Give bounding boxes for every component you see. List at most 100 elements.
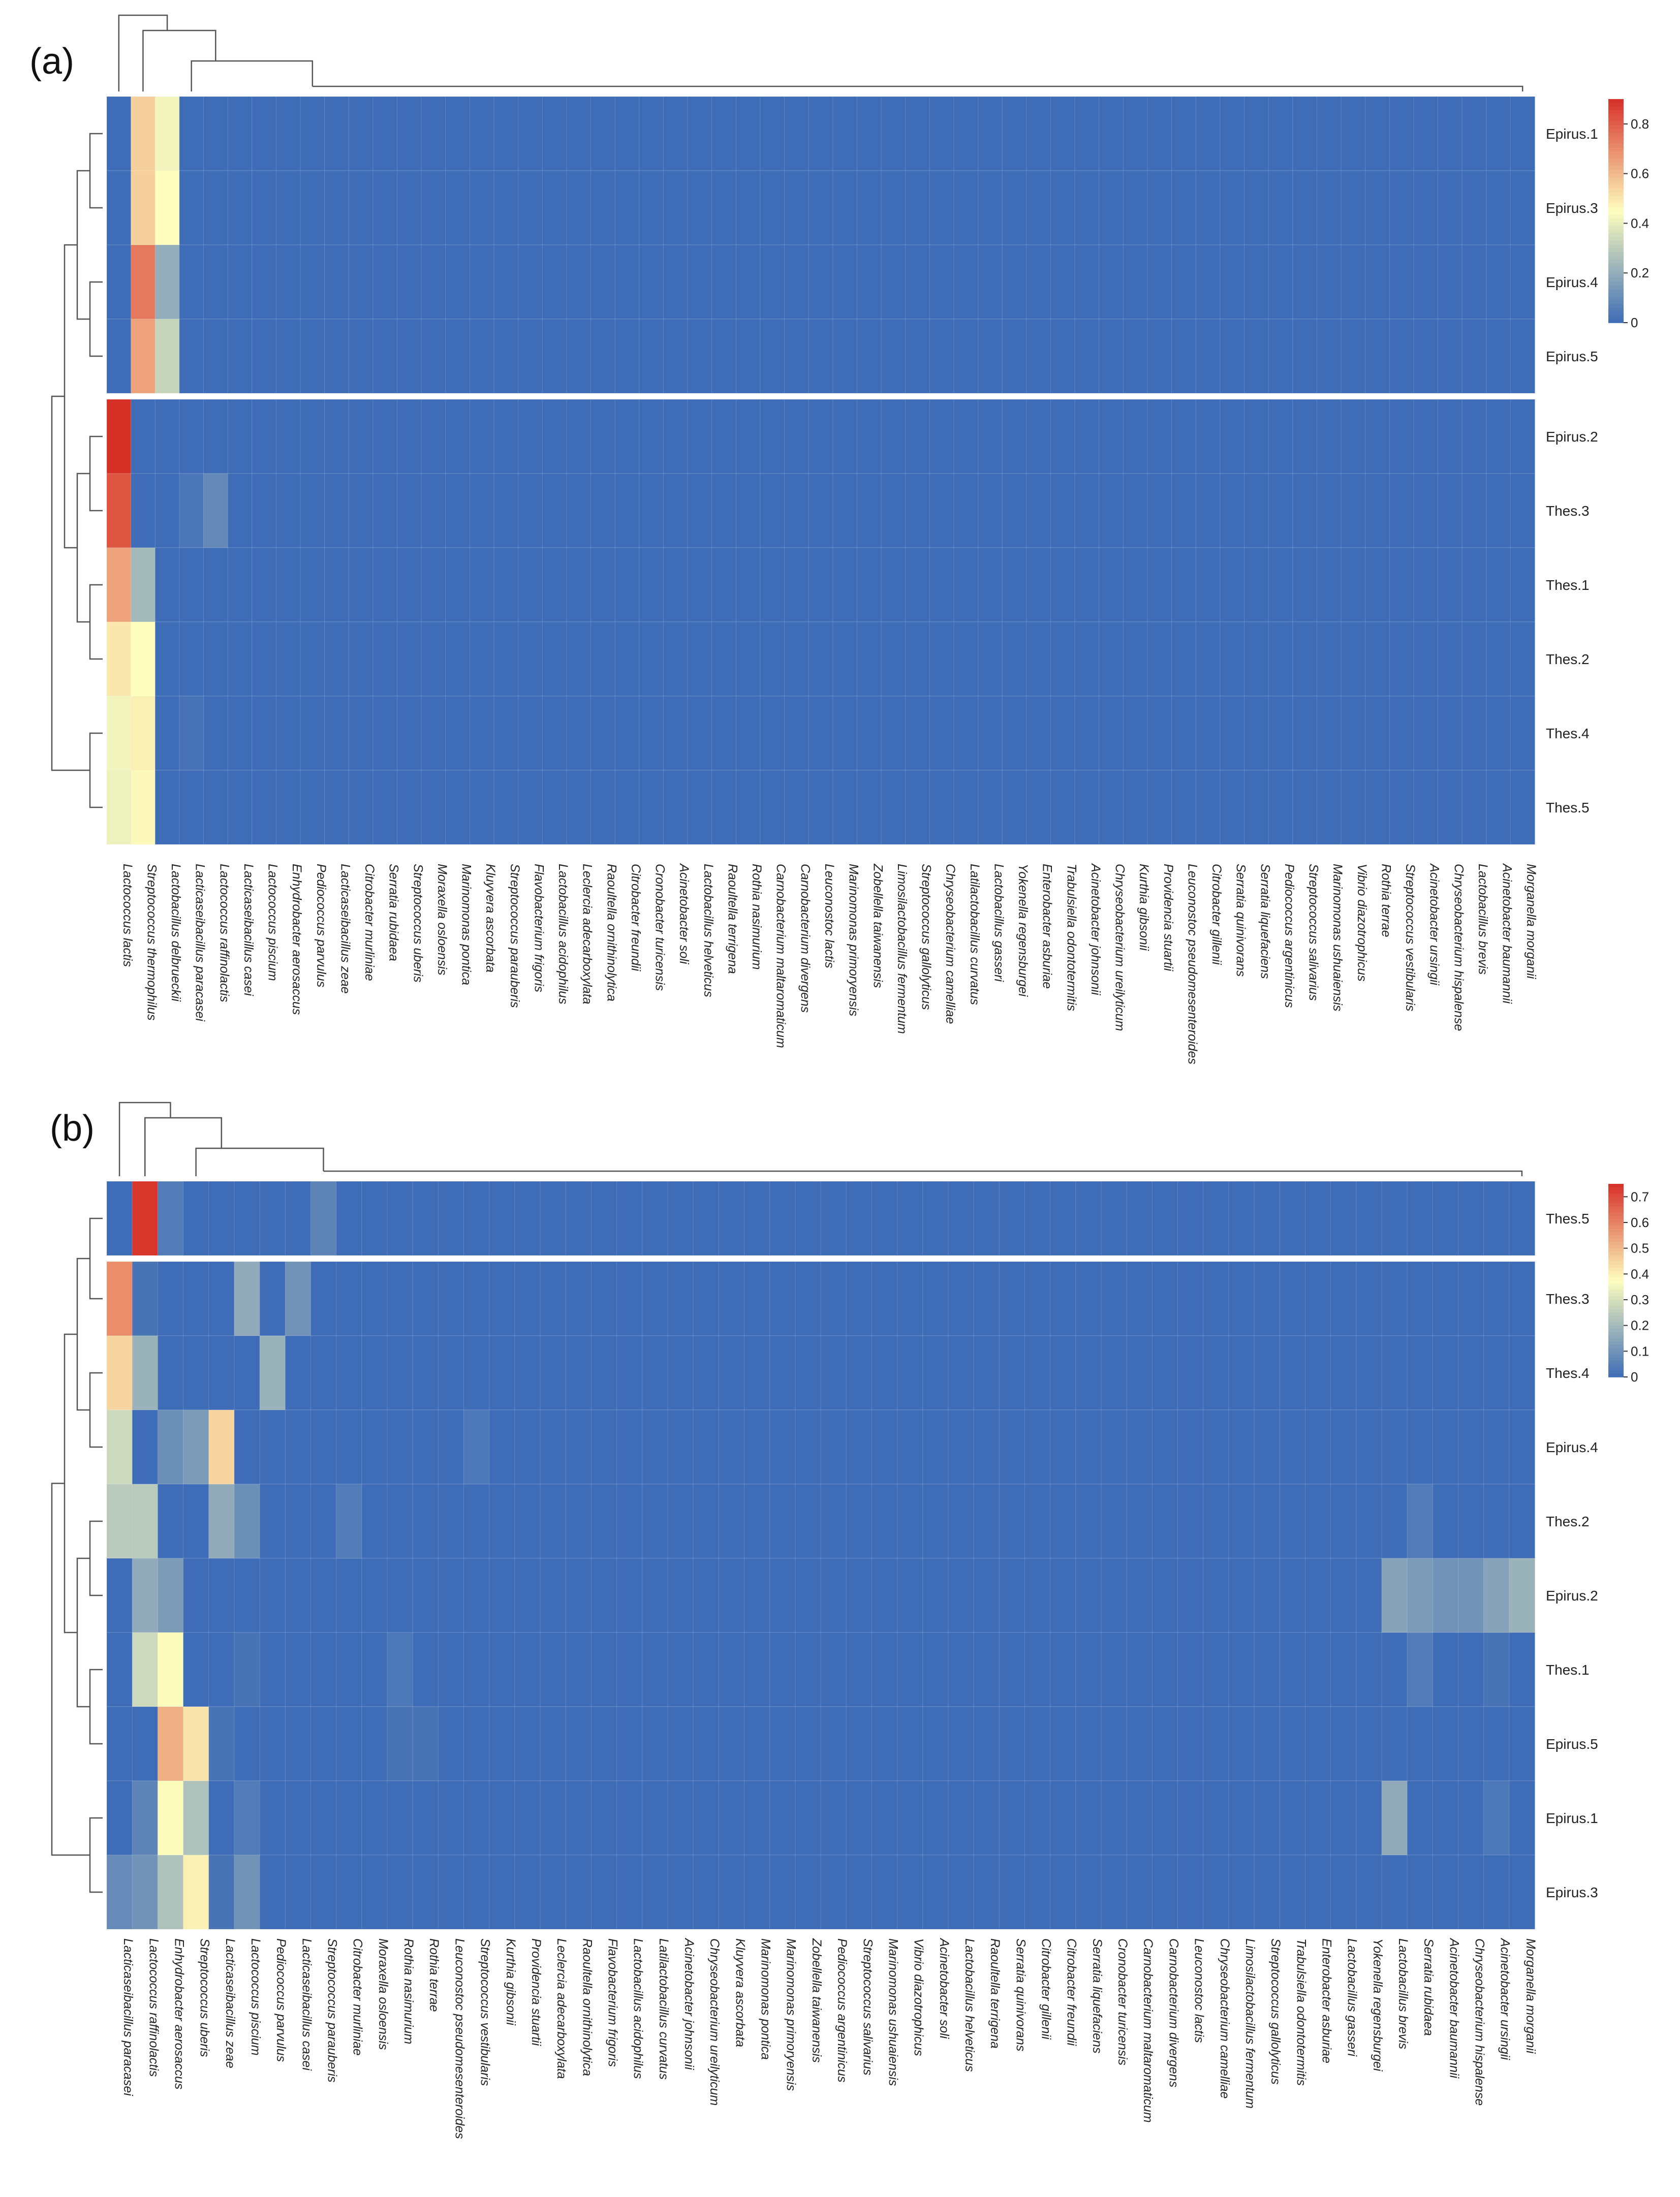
colorbar-segment xyxy=(1608,1235,1624,1239)
heatmap-cell xyxy=(760,621,785,697)
heatmap-cell xyxy=(106,1484,133,1559)
heatmap-cell xyxy=(642,1335,669,1410)
row-label: Thes.5 xyxy=(1546,800,1590,815)
heatmap-cell xyxy=(1432,1706,1459,1781)
heatmap-cell xyxy=(1177,1780,1204,1856)
heatmap-cell xyxy=(514,1780,541,1856)
heatmap-cell xyxy=(616,1181,643,1256)
heatmap-cell xyxy=(387,1632,414,1707)
heatmap-cell xyxy=(361,1706,388,1781)
heatmap-cell xyxy=(387,1181,414,1256)
heatmap-cell xyxy=(259,1558,286,1633)
heatmap-cell xyxy=(540,1855,567,1930)
heatmap-cell xyxy=(711,319,737,394)
heatmap-cell xyxy=(905,244,930,320)
heatmap-cell xyxy=(953,96,979,171)
heatmap-cell xyxy=(735,96,761,171)
heatmap-cell xyxy=(808,319,833,394)
heatmap-cell xyxy=(642,1558,669,1633)
panel-label-b: (b) xyxy=(50,1108,95,1149)
heatmap-cell xyxy=(1147,96,1172,171)
heatmap-cell xyxy=(131,621,156,697)
heatmap-cell xyxy=(463,1632,490,1707)
heatmap-cell xyxy=(275,170,301,245)
colorbar-segment xyxy=(1608,304,1624,308)
heatmap-cell xyxy=(183,1558,209,1633)
dendrogram-branch xyxy=(118,1102,171,1176)
heatmap-cell xyxy=(1220,547,1245,622)
heatmap-cell xyxy=(1050,1409,1076,1485)
heatmap-cell xyxy=(1147,170,1172,245)
heatmap-cell xyxy=(846,1558,873,1633)
dendrogram-branch xyxy=(89,133,103,209)
heatmap-cell xyxy=(663,547,689,622)
heatmap-cell xyxy=(252,621,277,697)
heatmap-cell xyxy=(1365,696,1390,771)
heatmap-cell xyxy=(227,170,253,245)
heatmap-cell xyxy=(566,621,592,697)
heatmap-cell xyxy=(397,770,422,845)
colorbar-segment xyxy=(1608,1325,1624,1329)
heatmap-cell xyxy=(421,319,446,394)
heatmap-cell xyxy=(463,1261,490,1336)
heatmap-cell xyxy=(203,399,229,474)
heatmap-cell xyxy=(1279,1780,1306,1856)
heatmap-cell xyxy=(300,96,325,171)
heatmap-cell xyxy=(227,770,253,845)
heatmap-cell xyxy=(1002,399,1027,474)
colorbar-segment xyxy=(1608,1219,1624,1223)
heatmap-cell xyxy=(693,1558,720,1633)
heatmap-cell xyxy=(1171,696,1197,771)
heatmap-cell xyxy=(252,319,277,394)
colorbar-segment xyxy=(1608,300,1624,305)
heatmap-cell xyxy=(412,1484,439,1559)
colorbar-segment xyxy=(1608,296,1624,301)
heatmap-cell xyxy=(310,1409,337,1485)
heatmap-cell xyxy=(208,1855,235,1930)
heatmap-cell xyxy=(1123,473,1148,548)
column-label: Enhydrobacter aerosaccus xyxy=(172,1938,186,2089)
heatmap-cell xyxy=(999,1484,1025,1559)
heatmap-cell xyxy=(361,1335,388,1410)
colorbar-segment xyxy=(1608,289,1624,294)
colorbar-segment xyxy=(1608,1332,1624,1336)
column-label: Chryseobacterium camelliae xyxy=(943,864,957,1024)
heatmap-cell xyxy=(711,770,737,845)
heatmap-cell xyxy=(1050,696,1076,771)
dendrogram-branch xyxy=(142,29,216,91)
heatmap-cell xyxy=(438,1632,464,1707)
colorbar-segment xyxy=(1608,1296,1624,1300)
heatmap-cell xyxy=(1292,96,1318,171)
heatmap-cell xyxy=(387,1706,414,1781)
heatmap-cell xyxy=(493,244,519,320)
heatmap-cell xyxy=(743,1484,770,1559)
heatmap-cell xyxy=(973,1632,1000,1707)
heatmap-cell xyxy=(1316,696,1342,771)
colorbar-segment xyxy=(1608,173,1624,178)
heatmap-cell xyxy=(1050,1780,1076,1856)
heatmap-cell xyxy=(1316,621,1342,697)
heatmap-cell xyxy=(846,1855,873,1930)
heatmap-cell xyxy=(397,244,422,320)
row-label: Thes.4 xyxy=(1546,1365,1590,1381)
heatmap-cell xyxy=(106,170,132,245)
heatmap-cell xyxy=(639,473,664,548)
heatmap-cell xyxy=(769,1261,796,1336)
heatmap-cell xyxy=(929,473,955,548)
heatmap-cell xyxy=(1050,473,1076,548)
heatmap-cell xyxy=(514,1855,541,1930)
heatmap-cell xyxy=(1123,399,1148,474)
heatmap-cell xyxy=(614,96,640,171)
heatmap-cell xyxy=(518,770,543,845)
heatmap-cell xyxy=(252,96,277,171)
heatmap-cell xyxy=(1510,244,1536,320)
heatmap-cell xyxy=(259,1335,286,1410)
column-label: Carnobacterium maltaromaticum xyxy=(774,864,788,1048)
heatmap-cell xyxy=(1510,170,1536,245)
heatmap-cell xyxy=(832,770,858,845)
heatmap-cell xyxy=(285,1181,312,1256)
heatmap-cell xyxy=(542,696,568,771)
heatmap-cell xyxy=(784,170,810,245)
heatmap-cell xyxy=(275,399,301,474)
heatmap-cell xyxy=(1437,244,1463,320)
